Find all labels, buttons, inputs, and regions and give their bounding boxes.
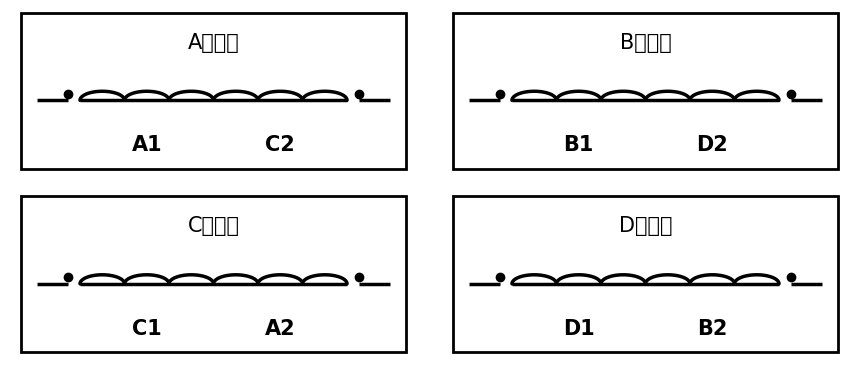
Text: B相绕组: B相绕组 [619, 33, 672, 53]
Text: C相绕组: C相绕组 [187, 216, 240, 237]
Text: A相绕组: A相绕组 [187, 33, 240, 53]
Text: D相绕组: D相绕组 [618, 216, 673, 237]
Text: A2: A2 [265, 319, 295, 338]
Text: A1: A1 [131, 135, 162, 155]
Text: C2: C2 [265, 135, 295, 155]
Text: D2: D2 [697, 135, 728, 155]
Text: B2: B2 [697, 319, 728, 338]
Text: C1: C1 [132, 319, 161, 338]
Text: B1: B1 [564, 135, 594, 155]
Text: D1: D1 [563, 319, 594, 338]
